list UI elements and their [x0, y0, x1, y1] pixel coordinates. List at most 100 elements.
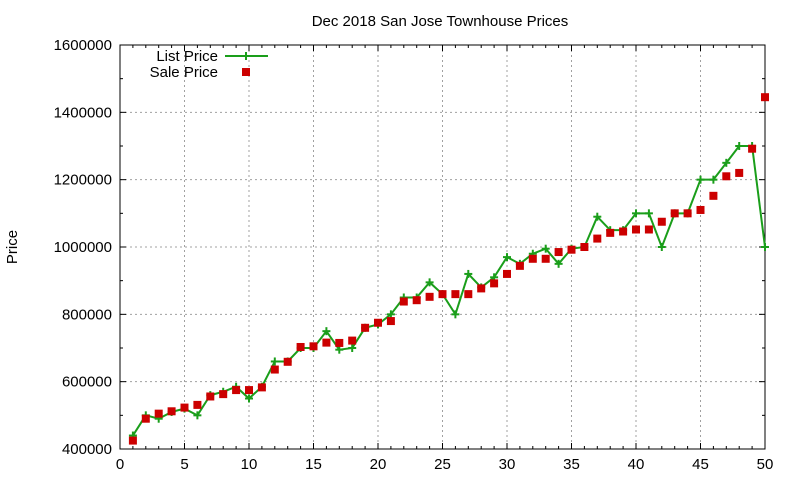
- sale-price-marker: [270, 365, 279, 374]
- sale-price-marker: [128, 436, 137, 445]
- sale-price-marker: [632, 225, 640, 234]
- sale-price-marker: [412, 296, 421, 305]
- list-price-marker: [348, 344, 357, 352]
- list-price-marker: [270, 357, 279, 366]
- y-tick-label: 600000: [62, 374, 112, 391]
- axes: 0 5 10 15 20 25 30 35 40 45 50 400000 600000 800000 10…: [54, 37, 774, 473]
- sale-price-marker: [296, 342, 305, 351]
- sale-price-marker: [554, 248, 563, 257]
- list-price-marker: [193, 411, 202, 420]
- sale-price-marker: [206, 392, 215, 401]
- sale-price-marker: [515, 261, 524, 270]
- x-tick-label: 5: [180, 456, 188, 473]
- list-price-marker: [593, 212, 602, 221]
- y-tick-label: 800000: [62, 306, 112, 323]
- sale-price-marker: [283, 357, 292, 366]
- sale-price-marker: [399, 297, 408, 306]
- sale-price-marker: [683, 209, 692, 218]
- sale-price-marker: [670, 209, 679, 218]
- x-tick-label: 50: [757, 456, 774, 473]
- list-price-marker: [657, 243, 666, 251]
- list-price-marker: [335, 345, 344, 354]
- sale-price-marker: [193, 400, 202, 409]
- x-tick-label: 0: [116, 456, 124, 473]
- sale-price-marker: [696, 205, 705, 214]
- list-price-marker: [464, 269, 473, 278]
- series: [128, 93, 769, 445]
- sale-price-marker: [154, 409, 163, 418]
- legend-sample-sale-price: [242, 68, 250, 76]
- sale-price-marker: [735, 168, 744, 177]
- sale-price-marker: [309, 342, 318, 351]
- x-tick-label: 15: [305, 456, 322, 473]
- sale-price-marker: [348, 336, 357, 345]
- list-price-marker: [503, 253, 511, 262]
- y-tick-label: 1600000: [54, 37, 112, 54]
- sale-price-marker: [141, 414, 150, 423]
- list-price-marker: [632, 209, 640, 218]
- legend-label-list-price: List Price: [156, 48, 218, 65]
- sale-price-marker: [425, 292, 434, 301]
- list-price-marker: [554, 259, 563, 268]
- sale-price-marker: [709, 191, 718, 200]
- list-price-marker: [722, 158, 731, 167]
- sale-price-marker: [386, 317, 395, 326]
- x-tick-label: 20: [370, 456, 387, 473]
- sale-price-marker: [257, 383, 266, 392]
- sale-price-marker: [335, 338, 344, 347]
- sale-price-marker: [503, 269, 511, 278]
- sale-price-marker: [644, 225, 653, 234]
- sale-price-marker: [657, 217, 666, 226]
- sale-price-marker: [567, 245, 576, 254]
- list-price-marker: [696, 175, 705, 184]
- sale-price-marker: [490, 279, 499, 288]
- list-price-marker: [245, 394, 253, 403]
- sale-price-marker: [361, 323, 370, 332]
- grid: [120, 45, 765, 449]
- sale-price-marker: [219, 390, 228, 399]
- sale-price-marker: [245, 386, 253, 395]
- x-tick-label: 25: [434, 456, 451, 473]
- y-tick-label: 1400000: [54, 104, 112, 121]
- sale-price-marker: [180, 403, 189, 412]
- sale-price-marker: [606, 228, 615, 237]
- list-price-marker: [451, 310, 460, 319]
- y-tick-label: 400000: [62, 441, 112, 458]
- sale-price-marker: [541, 254, 550, 263]
- list-price-marker: [735, 142, 744, 150]
- list-price-marker: [386, 310, 395, 319]
- legend: List Price Sale Price: [150, 48, 268, 81]
- x-tick-label: 10: [241, 456, 258, 473]
- x-tick-label: 30: [499, 456, 516, 473]
- x-tick-label: 45: [692, 456, 709, 473]
- list-price-marker: [644, 209, 653, 218]
- y-tick-label: 1000000: [54, 239, 112, 256]
- list-price-line: [132, 145, 766, 437]
- sale-price-marker: [464, 290, 473, 299]
- legend-label-sale-price: Sale Price: [150, 64, 218, 81]
- sale-price-marker: [722, 172, 731, 181]
- sale-price-marker: [619, 227, 628, 236]
- sale-price-marker: [322, 338, 331, 347]
- list-price-marker: [425, 278, 434, 287]
- list-price-marker: [709, 175, 718, 184]
- sale-price-marker: [438, 290, 447, 299]
- sale-price-marker: [451, 290, 460, 299]
- y-axis-label: Price: [4, 230, 21, 264]
- sale-price-marker: [477, 284, 486, 293]
- sale-price-marker: [593, 234, 602, 243]
- sale-price-marker: [528, 254, 537, 263]
- x-tick-label: 40: [628, 456, 645, 473]
- sale-price-marker: [167, 407, 176, 416]
- chart-title: Dec 2018 San Jose Townhouse Prices: [312, 13, 569, 30]
- list-price-marker: [761, 243, 769, 251]
- y-tick-label: 1200000: [54, 172, 112, 189]
- sale-price-marker: [374, 318, 382, 327]
- list-price-marker: [322, 327, 331, 336]
- sale-price-marker: [748, 144, 757, 153]
- sale-price-marker: [580, 243, 589, 251]
- sale-price-marker: [232, 386, 241, 395]
- sale-price-marker: [761, 93, 769, 102]
